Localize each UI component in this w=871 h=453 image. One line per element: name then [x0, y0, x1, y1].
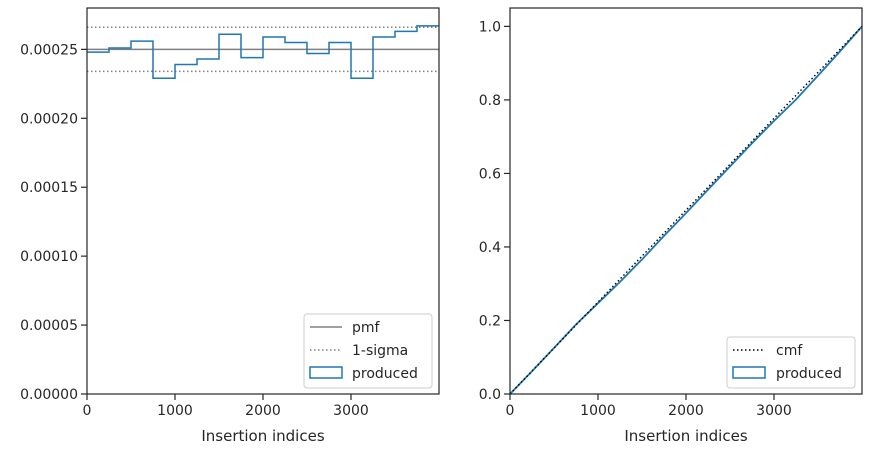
produced-histogram-step — [87, 25, 439, 80]
right-x-tick-label: 1000 — [580, 403, 616, 419]
legend-cmf-produced-label: produced — [776, 366, 842, 382]
left-y-tick-label: 0.00000 — [20, 387, 78, 403]
right-y-tick-label: 0.6 — [479, 166, 501, 182]
left-y-tick-label: 0.00015 — [20, 180, 78, 196]
right-y-tick-label: 0.0 — [479, 387, 501, 403]
legend-pmf-label: pmf — [352, 320, 381, 336]
left-y-tick-label: 0.00010 — [20, 249, 78, 265]
right-plot-background — [510, 8, 862, 394]
left-x-tick-label: 0 — [83, 403, 92, 419]
right-x-tick-label: 2000 — [668, 403, 704, 419]
right-plot-marks — [509, 25, 863, 395]
right-legend-box — [726, 336, 856, 389]
right-x-tick-label: 3000 — [756, 403, 792, 419]
right-legend: cmf produced — [726, 336, 856, 389]
left-x-tick-label: 2000 — [245, 403, 281, 419]
legend-cmf-label: cmf — [776, 343, 803, 359]
right-axis-ticks: 0 1000 2000 3000 0.0 0.2 0.4 0.6 0.8 1.0 — [479, 19, 792, 419]
pmf-histogram-panel: 0 1000 2000 3000 0.00000 0.00005 0.00010 0.0001… — [20, 7, 440, 445]
right-plot-frame — [509, 7, 863, 395]
cmf-line — [509, 25, 863, 395]
right-y-tick-label: 0.8 — [479, 93, 501, 109]
left-axis-ticks: 0 1000 2000 3000 0.00000 0.00005 0.00010 0.0001… — [20, 42, 369, 419]
cmf-panel: 0 1000 2000 3000 0.0 0.2 0.4 0.6 0.8 1.0 Insertio… — [479, 7, 863, 445]
left-plot-marks — [87, 25, 439, 80]
right-y-tick-label: 1.0 — [479, 19, 501, 35]
legend-produced-swatch — [309, 366, 343, 379]
right-x-tick-label: 0 — [506, 403, 515, 419]
legend-sigma-label: 1-sigma — [352, 343, 408, 359]
left-legend-box — [303, 313, 433, 389]
left-x-axis-label: Insertion indices — [201, 427, 324, 445]
left-y-tick-label: 0.00020 — [20, 111, 78, 127]
right-y-tick-label: 0.2 — [479, 313, 501, 329]
legend-cmf-produced-swatch — [732, 366, 766, 379]
right-x-axis-label: Insertion indices — [624, 427, 747, 445]
left-y-tick-label: 0.00005 — [20, 318, 78, 334]
right-y-tick-label: 0.4 — [479, 240, 501, 256]
left-x-tick-label: 3000 — [333, 403, 369, 419]
left-legend: pmf 1-sigma produced — [303, 313, 433, 389]
left-plot-frame — [86, 7, 440, 395]
left-x-tick-label: 1000 — [157, 403, 193, 419]
left-y-tick-label: 0.00025 — [20, 42, 78, 58]
legend-produced-label: produced — [352, 366, 418, 382]
